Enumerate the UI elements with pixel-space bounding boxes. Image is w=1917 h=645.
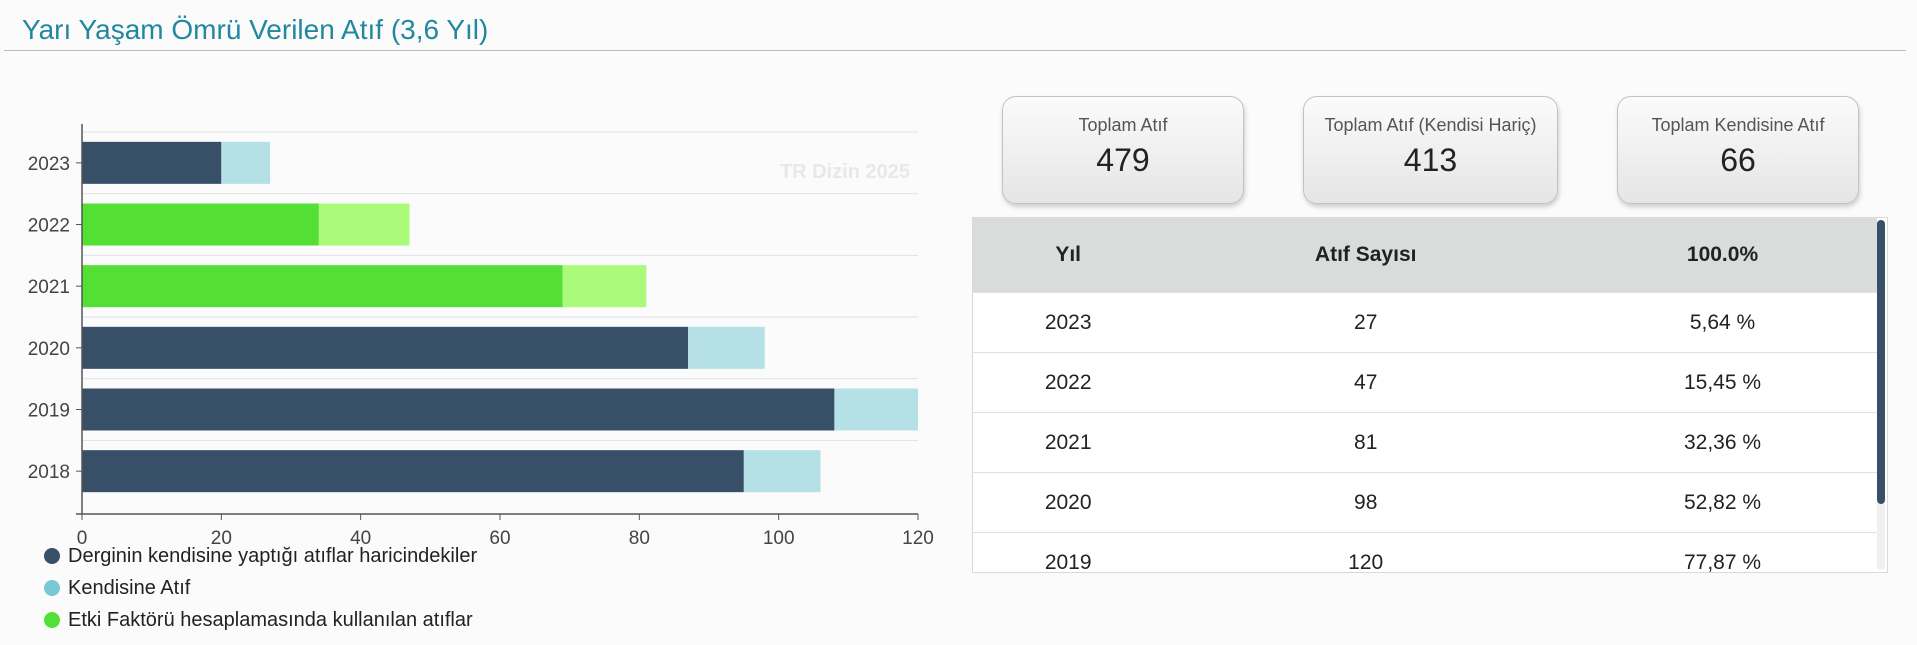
- x-tick-label: 40: [350, 528, 371, 549]
- table-cell-percent: 77,87 %: [1568, 532, 1877, 572]
- table-cell-count: 47: [1163, 352, 1569, 413]
- y-tick-label: 2020: [28, 339, 70, 360]
- legend-item-non-self[interactable]: Derginin kendisine yaptığı atıflar haric…: [44, 540, 477, 572]
- bar-segment-self: [221, 141, 271, 184]
- bar-segment-non-self: [82, 450, 744, 493]
- bar-segment-non-self: [82, 203, 319, 246]
- table-scrollbar-thumb[interactable]: [1877, 220, 1885, 504]
- table-row: 2023 27 5,64 %: [973, 292, 1877, 353]
- legend-label-self: Kendisine Atıf: [68, 576, 191, 599]
- table-cell-percent: 32,36 %: [1568, 412, 1877, 473]
- table-cell-count: 120: [1163, 532, 1569, 572]
- y-tick-label: 2022: [28, 216, 70, 237]
- table-cell-year: 2023: [973, 292, 1164, 353]
- page-title: Yarı Yaşam Ömrü Verilen Atıf (3,6 Yıl): [22, 14, 489, 45]
- citation-table-container[interactable]: Yıl Atıf Sayısı 100.0% 2023 27 5,64 % 20…: [972, 217, 1888, 573]
- table-cell-year: 2019: [973, 532, 1164, 572]
- table-cell-percent: 5,64 %: [1568, 292, 1877, 353]
- bar-segment-non-self: [82, 141, 222, 184]
- column-header-percentage[interactable]: 100.0%: [1568, 218, 1877, 293]
- table-cell-count: 81: [1163, 412, 1569, 473]
- table-row: 2020 98 52,82 %: [973, 472, 1877, 533]
- table-row: 2021 81 32,36 %: [973, 412, 1877, 473]
- x-tick-label: 120: [902, 528, 934, 549]
- legend-dot-impact-factor: [44, 612, 60, 628]
- bar-segment-non-self: [82, 265, 563, 308]
- table-cell-percent: 52,82 %: [1568, 472, 1877, 533]
- chart-watermark: TR Dizin 2025: [780, 161, 910, 183]
- bar-segment-self: [562, 265, 647, 308]
- total-citations-card: Toplam Atıf 479: [1002, 96, 1244, 204]
- legend-dot-non-self: [44, 548, 60, 564]
- x-tick-label: 20: [211, 528, 232, 549]
- citation-bar-chart: TR Dizin 2025 2023 2022 2021 2020 2019 2018 0 20…: [0, 110, 960, 550]
- y-tick-label: 2019: [28, 401, 70, 422]
- chart-svg: TR Dizin 2025 2023 2022 2021 2020 2019 2018 0 20…: [28, 124, 934, 549]
- x-tick-label: 100: [763, 528, 795, 549]
- table-row: 2019 120 77,87 %: [973, 532, 1877, 572]
- legend-item-self[interactable]: Kendisine Atıf: [44, 572, 477, 604]
- table-cell-percent: 15,45 %: [1568, 352, 1877, 413]
- citations-excluding-self-card: Toplam Atıf (Kendisi Hariç) 413: [1303, 96, 1558, 204]
- legend-label-impact-factor: Etki Faktörü hesaplamasında kullanılan a…: [68, 608, 473, 631]
- bar-segment-self: [743, 450, 821, 493]
- x-tick-label: 0: [77, 528, 88, 549]
- table-cell-year: 2022: [973, 352, 1164, 413]
- y-tick-label: 2018: [28, 462, 70, 483]
- table-cell-count: 27: [1163, 292, 1569, 353]
- table-cell-year: 2021: [973, 412, 1164, 473]
- card-label: Toplam Atıf: [1078, 115, 1168, 135]
- legend-dot-self: [44, 580, 60, 596]
- page-header: Yarı Yaşam Ömrü Verilen Atıf (3,6 Yıl): [4, 0, 1906, 51]
- legend-item-impact-factor[interactable]: Etki Faktörü hesaplamasında kullanılan a…: [44, 604, 477, 636]
- card-label: Toplam Kendisine Atıf: [1651, 115, 1825, 135]
- self-citations-card: Toplam Kendisine Atıf 66: [1617, 96, 1859, 204]
- legend-label-non-self: Derginin kendisine yaptığı atıflar haric…: [68, 544, 478, 567]
- bar-segment-self: [688, 326, 765, 369]
- bar-segment-self: [834, 388, 918, 431]
- column-header-citation-count[interactable]: Atıf Sayısı: [1163, 218, 1569, 293]
- table-cell-year: 2020: [973, 472, 1164, 533]
- card-value: 66: [1720, 142, 1756, 178]
- chart-legend: Derginin kendisine yaptığı atıflar haric…: [44, 540, 477, 636]
- table-row: 2022 47 15,45 %: [973, 352, 1877, 413]
- x-tick-label: 60: [489, 528, 510, 549]
- citation-table: Yıl Atıf Sayısı 100.0% 2023 27 5,64 % 20…: [973, 218, 1877, 572]
- table-header-row: Yıl Atıf Sayısı 100.0%: [973, 218, 1877, 293]
- card-label: Toplam Atıf (Kendisi Hariç): [1324, 115, 1537, 135]
- y-tick-label: 2021: [28, 277, 70, 298]
- table-scrollbar[interactable]: [1877, 220, 1885, 570]
- bar-segment-self: [318, 203, 410, 246]
- x-tick-label: 80: [629, 528, 650, 549]
- bar-segment-non-self: [82, 388, 835, 431]
- y-tick-label: 2023: [28, 154, 70, 175]
- card-value: 413: [1403, 142, 1458, 178]
- column-header-year[interactable]: Yıl: [973, 218, 1164, 293]
- card-value: 479: [1096, 142, 1150, 178]
- table-cell-count: 98: [1163, 472, 1569, 533]
- bar-segment-non-self: [82, 326, 689, 369]
